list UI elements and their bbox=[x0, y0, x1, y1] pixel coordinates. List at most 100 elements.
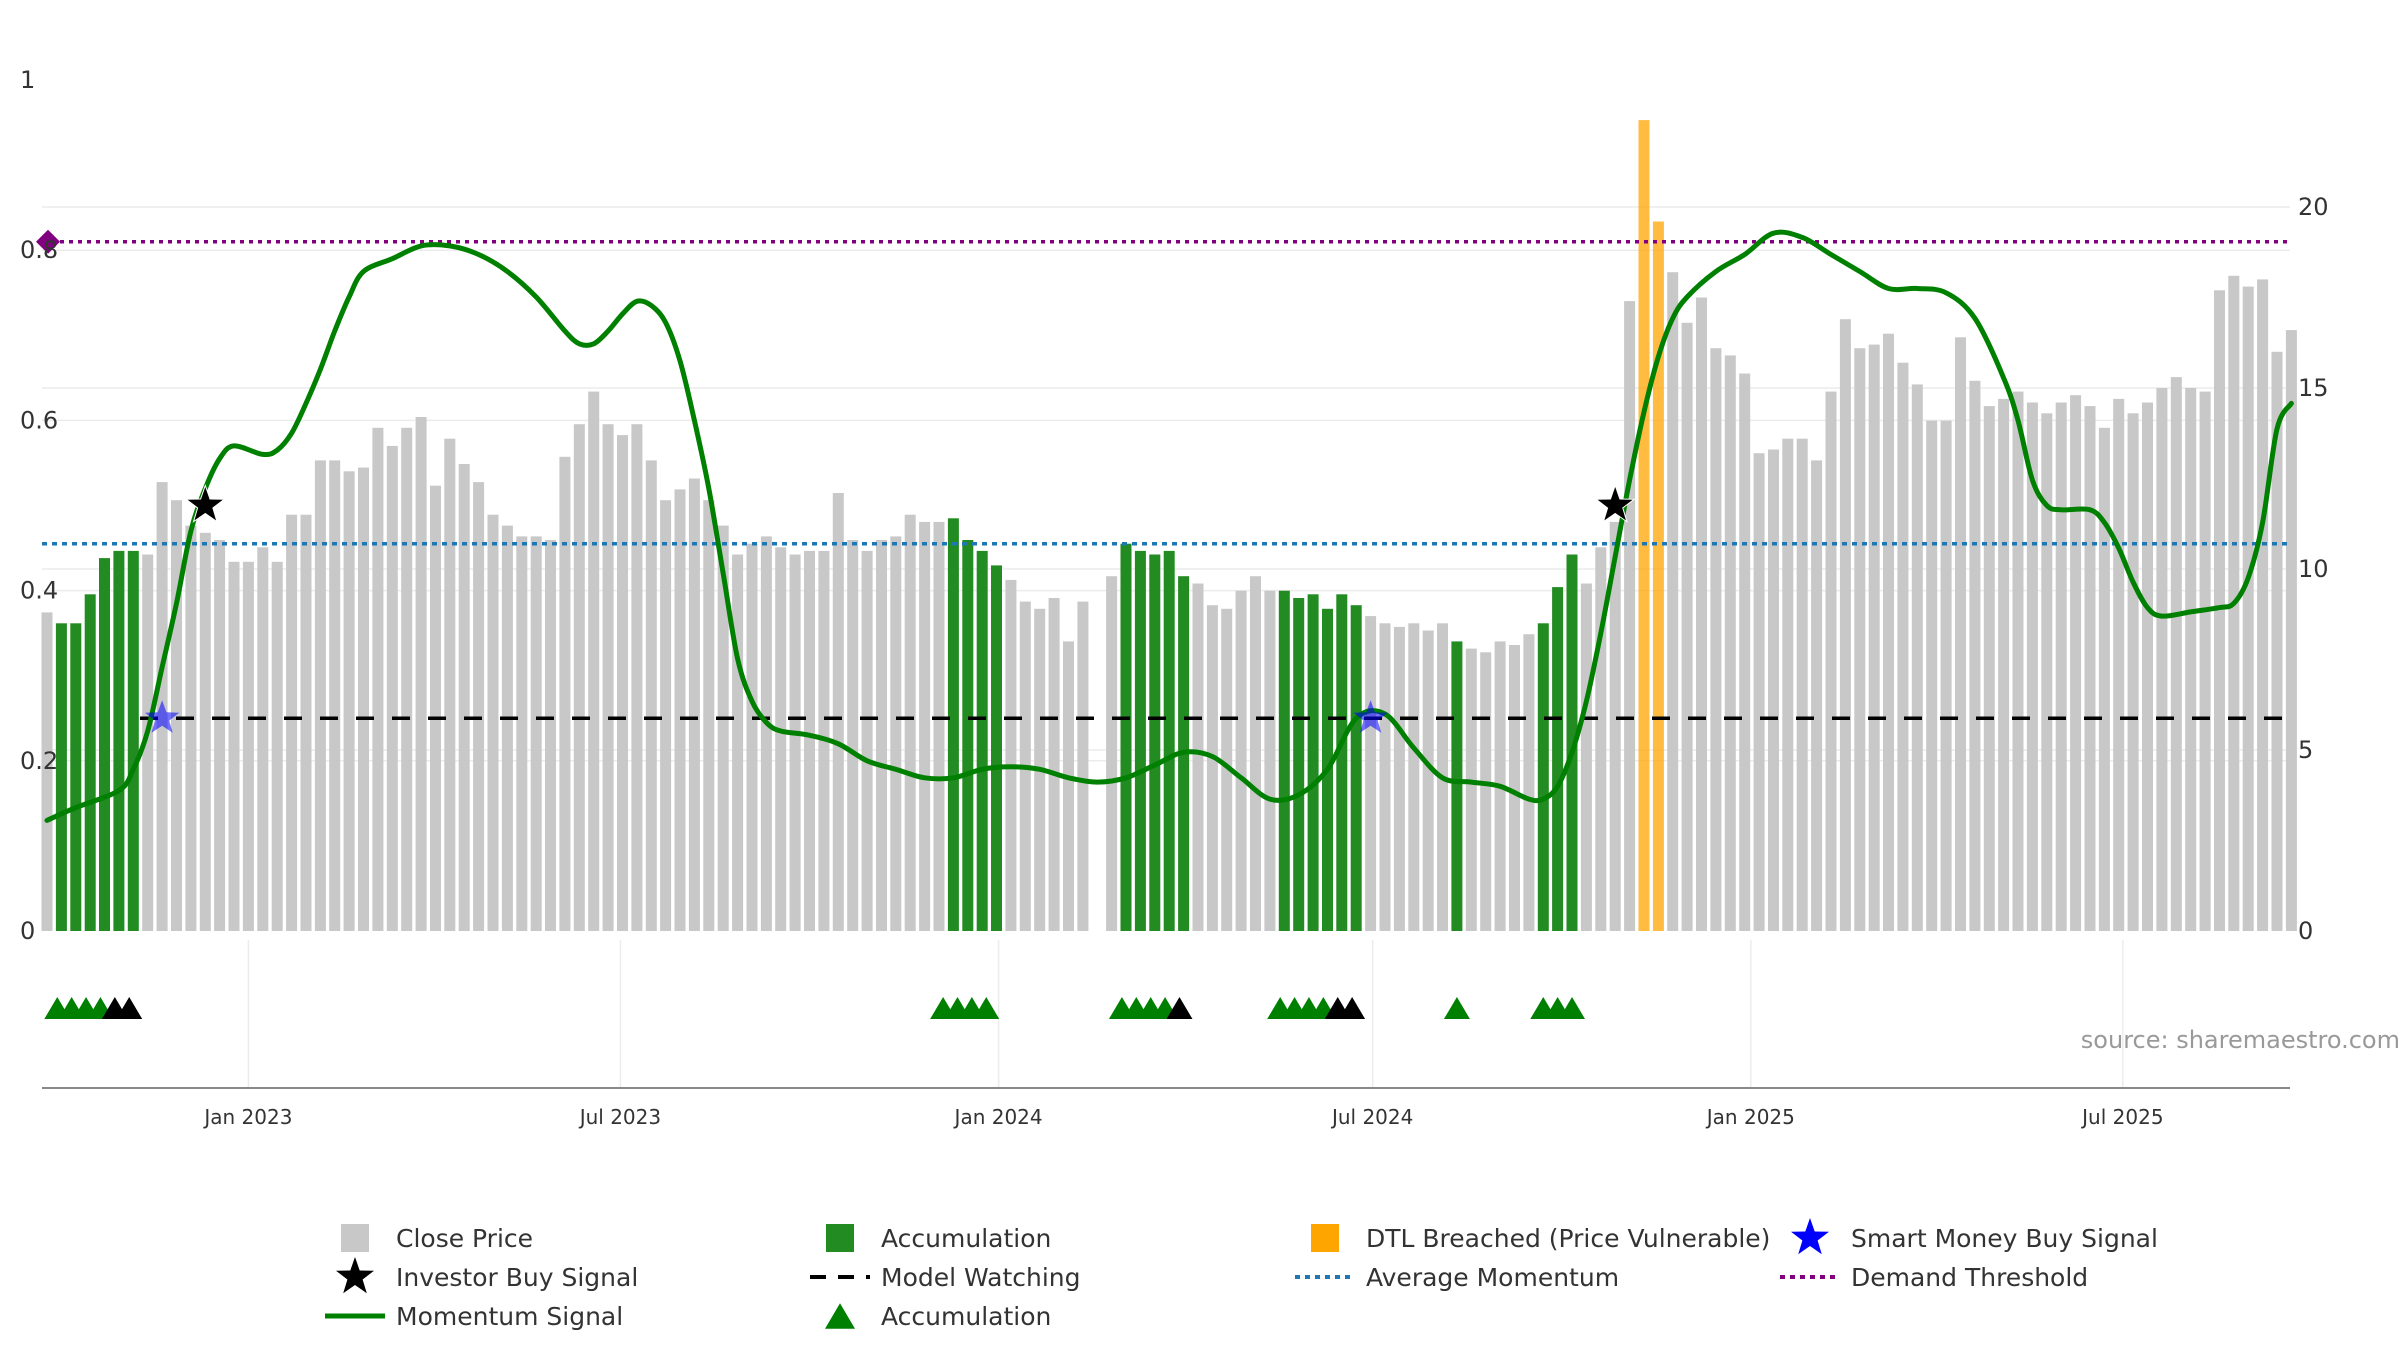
close-price-bar bbox=[1307, 594, 1319, 931]
close-price-bar bbox=[300, 514, 312, 931]
right-tick-label: 20 bbox=[2298, 193, 2329, 221]
close-price-bar bbox=[933, 521, 945, 931]
close-price-bar bbox=[372, 427, 384, 931]
close-price-bar bbox=[1566, 554, 1578, 931]
close-price-bar bbox=[84, 594, 96, 931]
legend-label: Demand Threshold bbox=[1851, 1263, 2088, 1292]
close-price-bar bbox=[1408, 623, 1420, 931]
close-price-bar bbox=[1005, 579, 1017, 931]
close-price-bar bbox=[1480, 652, 1492, 931]
legend-item: Demand Threshold bbox=[1780, 1263, 2088, 1292]
legend-item: Average Momentum bbox=[1295, 1263, 1619, 1292]
smart-money-star bbox=[145, 700, 180, 733]
close-price-bar bbox=[1983, 406, 1995, 932]
close-price-bar bbox=[991, 565, 1002, 931]
close-price-bar bbox=[1667, 272, 1679, 931]
close-price-bar bbox=[1911, 384, 1923, 931]
close-price-bar bbox=[1782, 438, 1794, 931]
smart-money-star bbox=[1353, 700, 1388, 733]
right-tick-label: 5 bbox=[2298, 736, 2313, 764]
close-price-bar bbox=[199, 532, 211, 931]
close-price-bar bbox=[2113, 398, 2125, 931]
close-price-bar bbox=[962, 540, 974, 931]
legend-label: Smart Money Buy Signal bbox=[1851, 1224, 2158, 1253]
close-price-bar bbox=[1379, 623, 1391, 931]
close-price-bar bbox=[832, 493, 844, 931]
legend-item: Model Watching bbox=[810, 1263, 1081, 1292]
close-price-bar bbox=[1422, 630, 1434, 931]
close-price-bar bbox=[1696, 297, 1707, 931]
close-price-bar bbox=[674, 489, 686, 931]
close-price-bar bbox=[171, 500, 182, 931]
close-price-bar bbox=[1264, 590, 1276, 931]
momentum-signal-line bbox=[44, 229, 2294, 823]
close-price-bar bbox=[228, 561, 240, 931]
legend-label: Accumulation bbox=[881, 1302, 1051, 1331]
close-price-bar bbox=[2156, 388, 2168, 931]
close-price-bar bbox=[2199, 391, 2211, 932]
legend-swatch bbox=[826, 1224, 854, 1252]
source-label: source: sharemaestro.com bbox=[2081, 1026, 2400, 1054]
close-price-bar bbox=[2026, 402, 2038, 931]
left-tick-label: 0 bbox=[20, 917, 35, 945]
close-price-bar bbox=[876, 540, 887, 931]
close-price-bar bbox=[717, 525, 729, 931]
x-tick-label: Jan 2025 bbox=[1705, 1105, 1795, 1129]
close-price-bar bbox=[2242, 286, 2254, 932]
close-price-bar bbox=[1839, 319, 1851, 931]
close-price-bar bbox=[1595, 547, 1607, 931]
close-price-bar bbox=[1221, 608, 1233, 931]
close-price-bar bbox=[242, 561, 254, 931]
close-price-bar bbox=[1955, 337, 1966, 931]
close-price-bar bbox=[1753, 453, 1765, 931]
close-price-bar bbox=[1940, 420, 1952, 931]
price-bars bbox=[41, 120, 2297, 932]
close-price-bar bbox=[1710, 348, 1722, 931]
close-price-bar bbox=[70, 623, 82, 931]
close-price-bar bbox=[142, 554, 154, 931]
investor-buy-star bbox=[184, 483, 226, 523]
close-price-bar bbox=[358, 467, 369, 931]
legend-swatch bbox=[1311, 1224, 1339, 1252]
close-price-bar bbox=[2127, 413, 2139, 931]
close-price-bar bbox=[1451, 641, 1463, 931]
close-price-bar bbox=[1926, 420, 1938, 931]
close-price-bar bbox=[127, 550, 139, 931]
close-price-bar bbox=[329, 460, 341, 931]
legend-triangle bbox=[825, 1303, 855, 1329]
accumulation-triangle bbox=[116, 996, 143, 1020]
close-price-bar bbox=[2170, 377, 2182, 932]
left-tick-label: 0.8 bbox=[20, 236, 58, 264]
close-price-bar bbox=[1063, 641, 1074, 931]
close-price-bar bbox=[1206, 605, 1218, 931]
close-price-bar bbox=[1365, 616, 1377, 931]
legend-label: Close Price bbox=[396, 1224, 533, 1253]
close-price-bar bbox=[1854, 348, 1866, 931]
close-price-bar bbox=[343, 471, 355, 931]
legend-item: DTL Breached (Price Vulnerable) bbox=[1311, 1224, 1770, 1253]
close-price-bar bbox=[703, 500, 715, 931]
close-price-bar bbox=[545, 540, 556, 931]
close-price-bar bbox=[804, 550, 815, 931]
close-price-bar bbox=[1998, 398, 2010, 931]
close-price-bar bbox=[386, 445, 398, 931]
close-price-bar bbox=[732, 554, 744, 931]
close-price-bar bbox=[861, 550, 873, 931]
close-price-bar bbox=[271, 561, 283, 931]
x-tick-label: Jan 2024 bbox=[953, 1105, 1043, 1129]
close-price-bar bbox=[2285, 330, 2297, 932]
x-tick-label: Jul 2025 bbox=[2080, 1105, 2163, 1129]
close-price-bar bbox=[746, 543, 758, 931]
close-price-bar bbox=[919, 521, 931, 931]
close-price-bar bbox=[401, 427, 413, 931]
close-price-bar bbox=[2012, 391, 2024, 932]
close-price-bar bbox=[458, 464, 470, 931]
legend-item: Accumulation bbox=[826, 1224, 1051, 1253]
close-price-bar bbox=[1897, 362, 1909, 931]
close-price-bar bbox=[1293, 598, 1305, 931]
close-price-bar bbox=[430, 485, 441, 931]
legend-item: Close Price bbox=[341, 1224, 533, 1253]
close-price-bar bbox=[214, 540, 226, 931]
left-tick-label: 0.2 bbox=[20, 747, 58, 775]
